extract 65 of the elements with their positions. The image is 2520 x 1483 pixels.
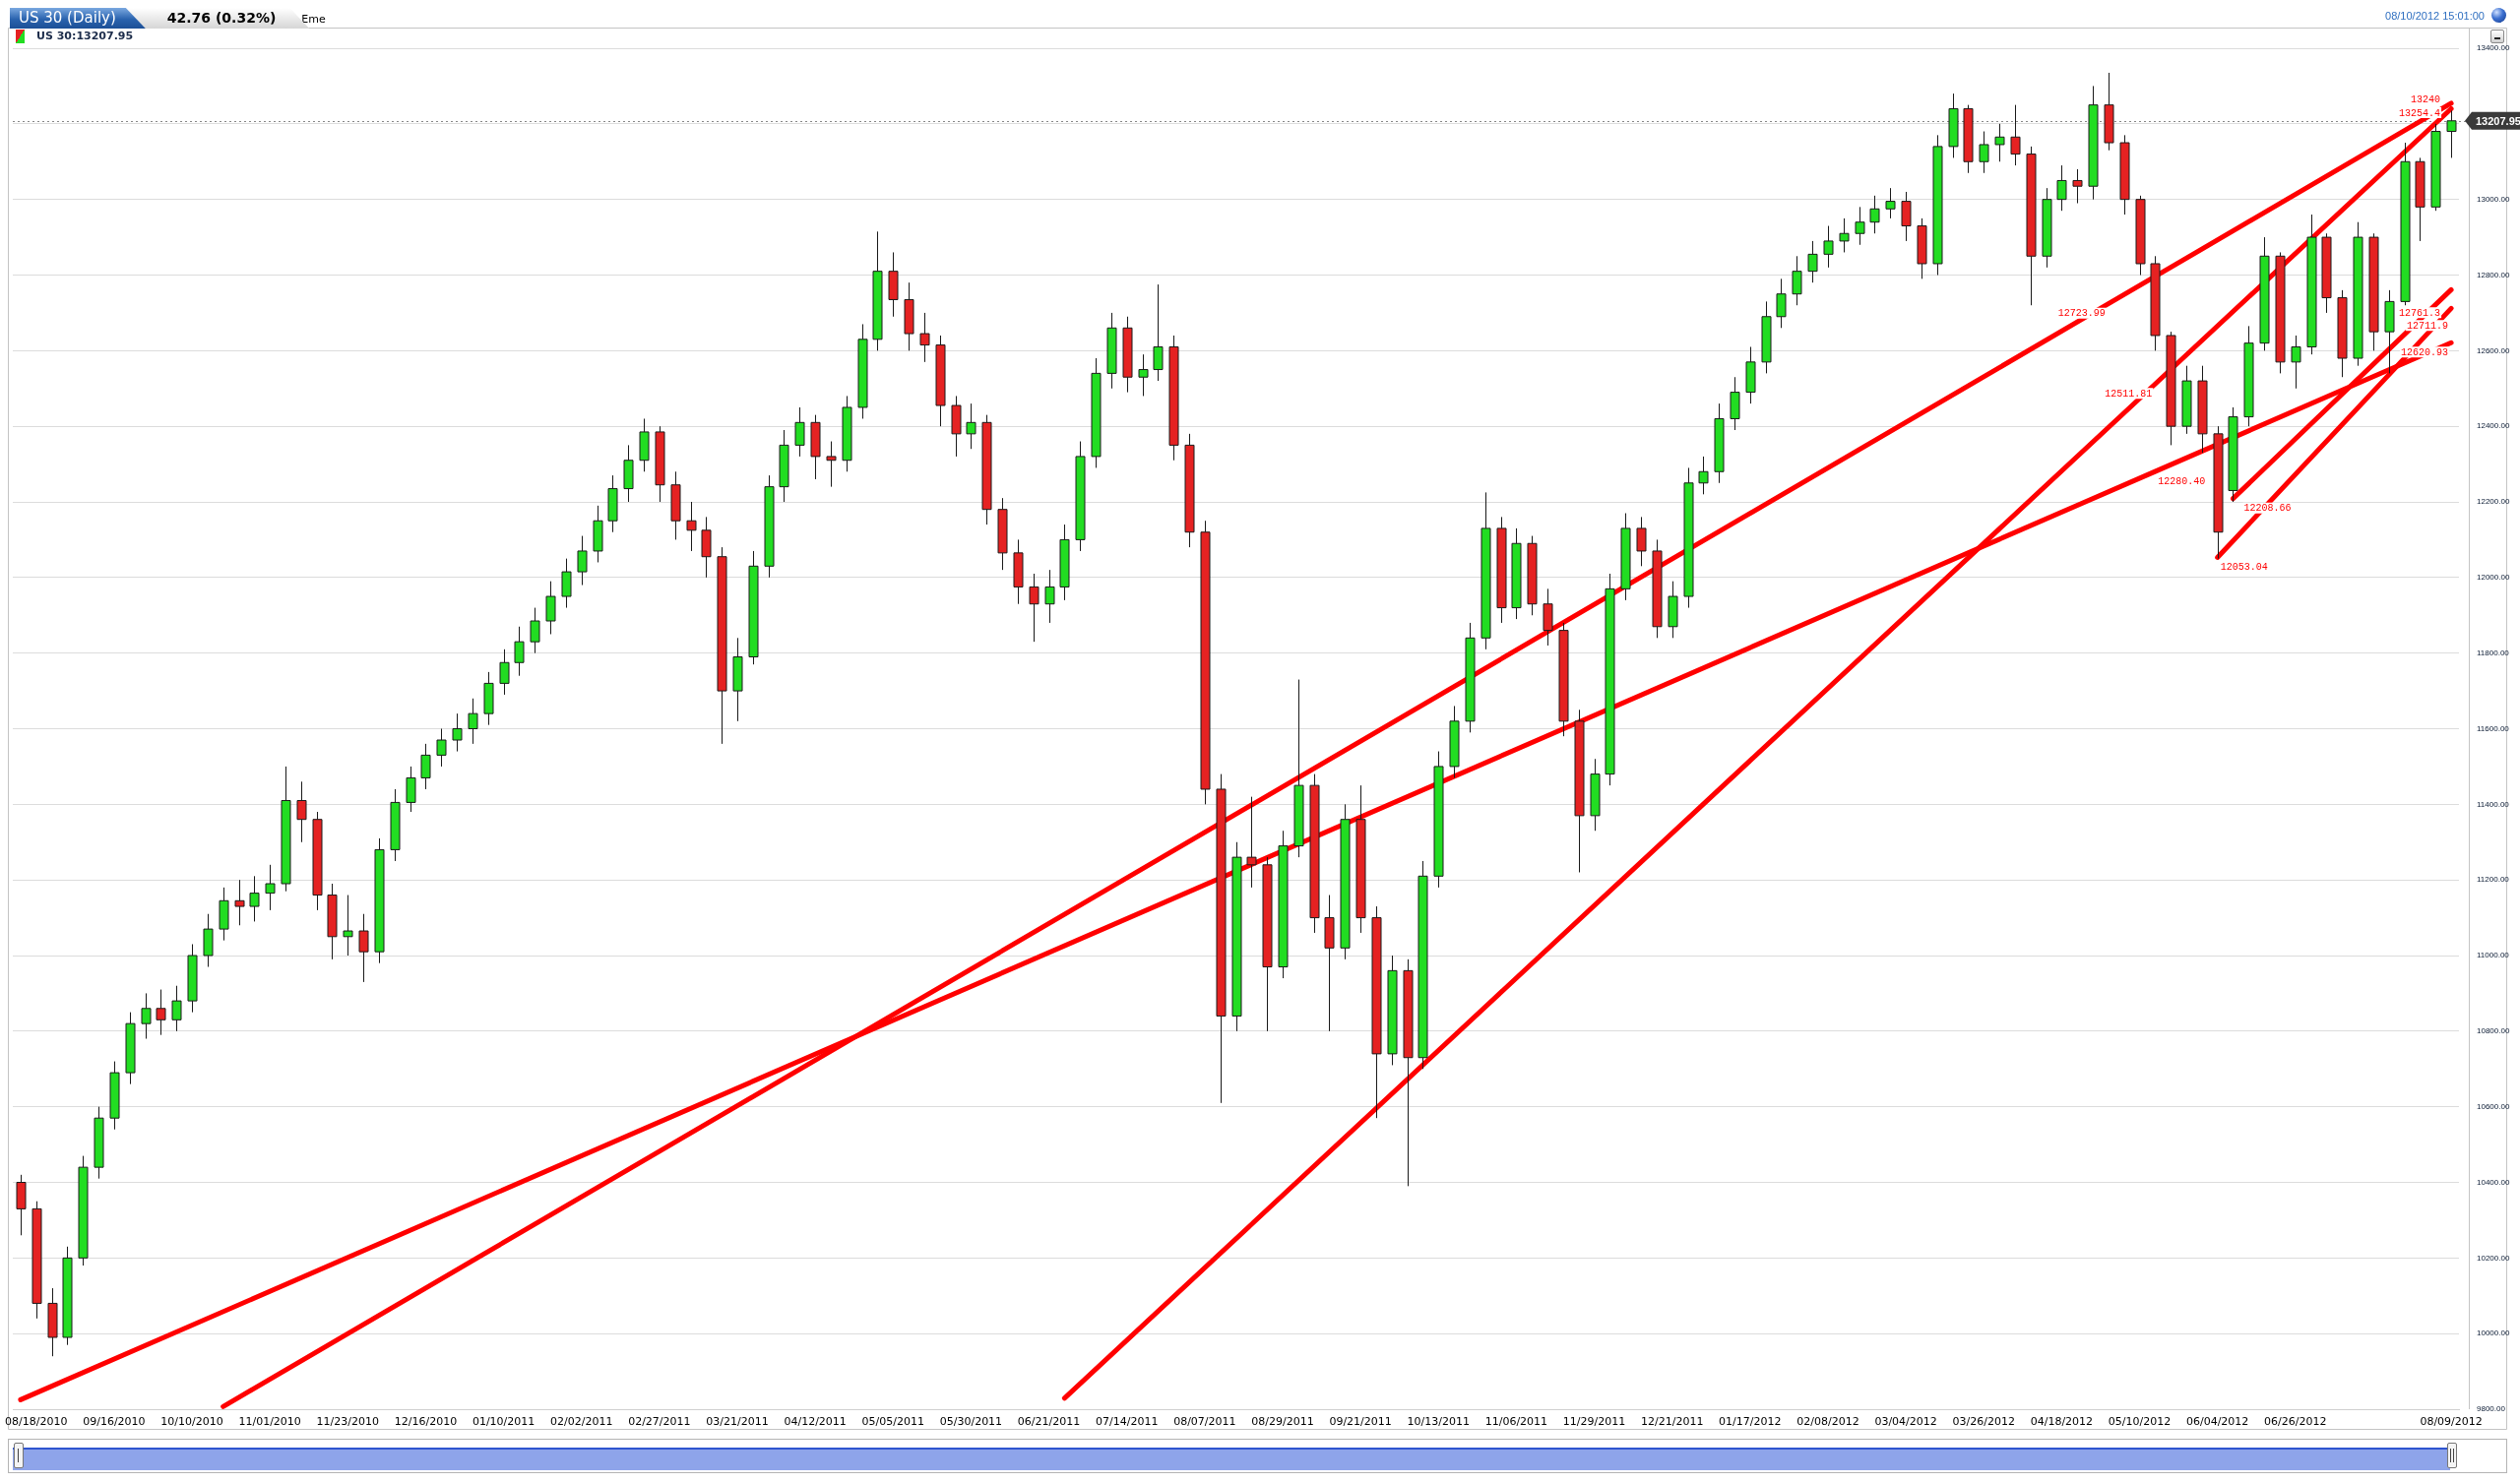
chart-subtitle: 42.76 (0.32%) [166, 10, 277, 26]
y-tick-label: 12400.00 [2477, 421, 2510, 431]
x-tick-label: 03/26/2012 [1952, 1415, 2015, 1429]
x-tick-label: 03/21/2011 [706, 1415, 769, 1429]
text: 08/10/2012 15:01:00 [2385, 9, 2485, 23]
x-tick-label: 06/21/2011 [1017, 1415, 1081, 1429]
x-tick-label: 06/04/2012 [2185, 1415, 2249, 1429]
data-label: 13240 [2411, 94, 2441, 106]
x-tick-label: 09/21/2011 [1329, 1415, 1392, 1429]
data-label: 12711.9 [2407, 320, 2449, 332]
x-tick-label: 06/26/2012 [2264, 1415, 2327, 1429]
x-tick-label: 07/14/2011 [1096, 1415, 1159, 1429]
text: Eme [300, 12, 326, 28]
y-tick-label: 11400.00 [2477, 799, 2510, 809]
x-tick-label: 10/13/2011 [1407, 1415, 1470, 1429]
legend-label: US 30:13207.95 [36, 30, 134, 43]
x-tick-label: 08/29/2011 [1251, 1415, 1314, 1429]
x-tick-label: 01/10/2011 [472, 1415, 536, 1429]
x-tick-label: 02/02/2011 [550, 1415, 613, 1429]
x-tick-label: 04/12/2011 [784, 1415, 847, 1429]
data-label: 12723.99 [2057, 308, 2106, 320]
x-tick-label: 08/18/2010 [5, 1415, 68, 1429]
x-tick-label: 02/27/2011 [628, 1415, 691, 1429]
y-tick-label: 10000.00 [2477, 1329, 2510, 1338]
x-tick-label: 10/10/2010 [160, 1415, 223, 1429]
y-tick-label: 11000.00 [2477, 951, 2510, 960]
x-tick-label: 05/05/2011 [861, 1415, 924, 1429]
y-tick-label: 12600.00 [2477, 345, 2510, 355]
x-tick-label: 12/16/2010 [394, 1415, 458, 1429]
data-label: 12280.40 [2158, 475, 2206, 487]
x-tick-label: 03/04/2012 [1874, 1415, 1937, 1429]
data-label: 12761.3 [2399, 308, 2441, 320]
data-label: 13254.4 [2399, 107, 2441, 119]
x-tick-label: 01/17/2012 [1719, 1415, 1782, 1429]
x-tick-label: 12/21/2011 [1640, 1415, 1704, 1429]
y-tick-label: 13400.00 [2477, 43, 2510, 53]
y-tick-label: 12200.00 [2477, 497, 2510, 507]
data-label: 12053.04 [2220, 562, 2268, 574]
y-tick-label: 10200.00 [2477, 1253, 2510, 1263]
x-tick-label: 09/16/2010 [83, 1415, 146, 1429]
x-tick-label: 11/23/2010 [316, 1415, 380, 1429]
y-tick-label: 11600.00 [2477, 723, 2510, 733]
chart-title: US 30 (Daily) [10, 8, 146, 29]
y-tick-label: 9800.00 [2477, 1404, 2506, 1414]
y-tick-label: 11200.00 [2477, 875, 2510, 885]
y-tick-label: 13000.00 [2477, 194, 2510, 204]
x-tick-label: 02/08/2012 [1796, 1415, 1859, 1429]
ref-line-label: 13207.95 [2476, 114, 2520, 127]
y-tick-label: 12000.00 [2477, 573, 2510, 583]
x-tick-label: 11/29/2011 [1562, 1415, 1626, 1429]
x-tick-label: 05/10/2012 [2108, 1415, 2172, 1429]
x-tick-label: 08/07/2011 [1173, 1415, 1236, 1429]
x-tick-label: 11/01/2010 [238, 1415, 301, 1429]
x-tick-label: 11/06/2011 [1484, 1415, 1548, 1429]
data-label: 12208.66 [2243, 503, 2292, 515]
y-tick-label: 10400.00 [2477, 1177, 2510, 1187]
data-label: 12511.81 [2105, 388, 2153, 400]
x-tick-label: 08/09/2012 [2420, 1415, 2483, 1429]
y-tick-label: 12800.00 [2477, 270, 2510, 279]
x-tick-label: 04/18/2012 [2030, 1415, 2094, 1429]
data-label: 12620.93 [2401, 346, 2449, 358]
x-tick-label: 05/30/2011 [939, 1415, 1003, 1429]
y-tick-label: 10800.00 [2477, 1026, 2510, 1036]
y-tick-label: 11800.00 [2477, 648, 2510, 657]
y-tick-label: 10600.00 [2477, 1101, 2510, 1111]
